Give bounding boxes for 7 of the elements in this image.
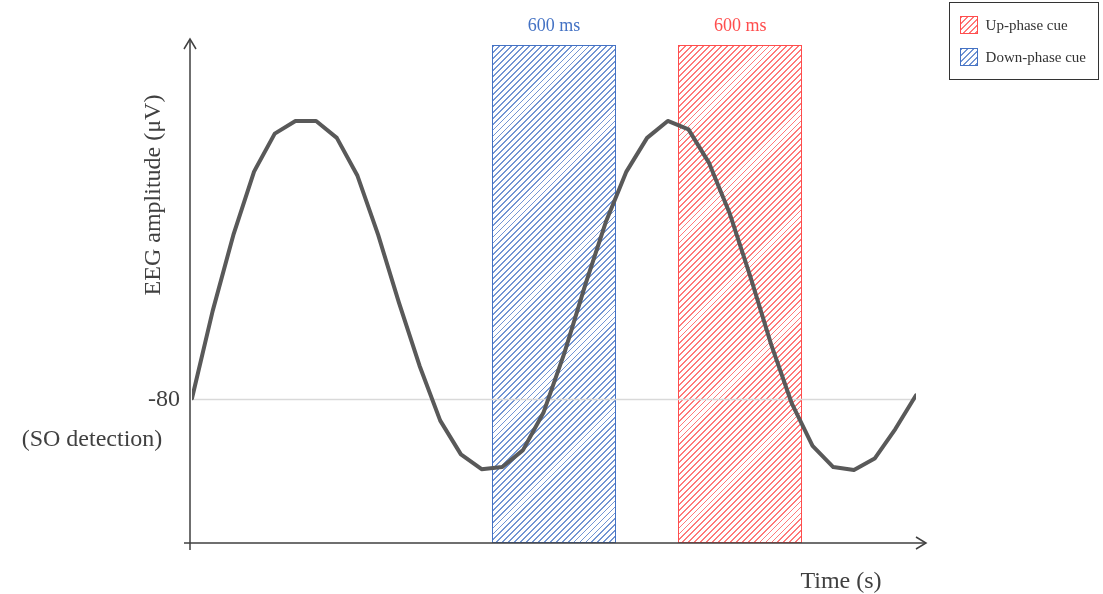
- x-axis-title: Time (s): [800, 567, 882, 593]
- y-axis-title: EEG amplitude (μV): [139, 94, 166, 296]
- text: Up-phase cue: [985, 16, 1068, 34]
- text: 600 ms: [527, 15, 581, 36]
- text: Down-phase cue: [985, 48, 1086, 66]
- text: 600 ms: [713, 15, 767, 36]
- ref-line-label: -80 (SO detection): [21, 384, 180, 451]
